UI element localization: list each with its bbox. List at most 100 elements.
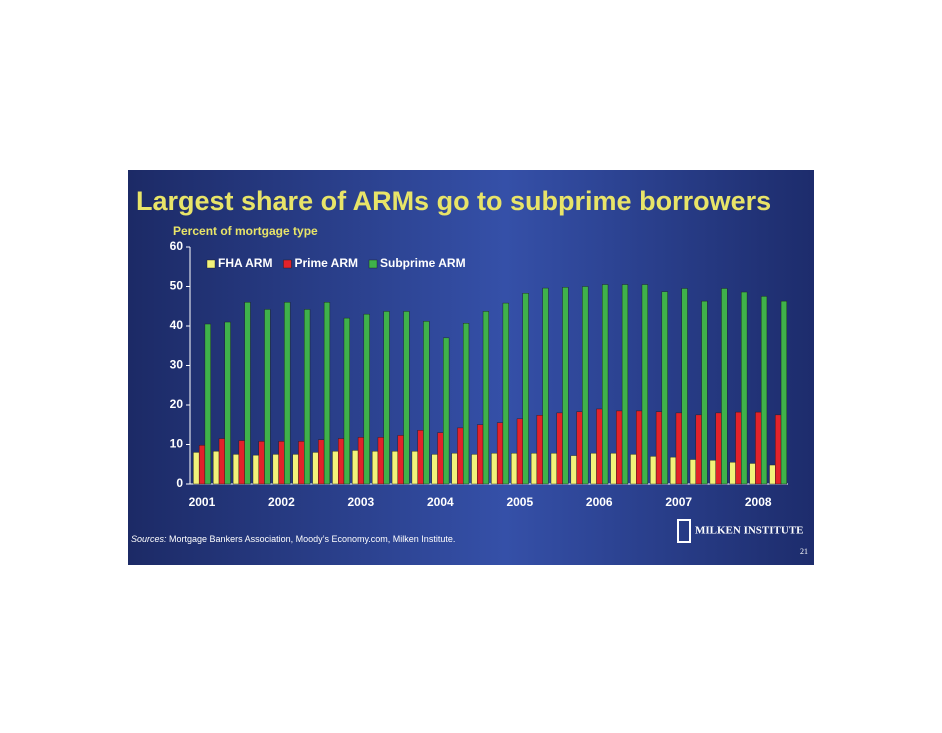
x-tick-label: 2007 xyxy=(665,495,692,509)
bar xyxy=(232,454,240,485)
bar xyxy=(522,293,529,485)
bar xyxy=(423,321,430,485)
y-tick-label: 50 xyxy=(170,279,184,293)
bar xyxy=(701,300,708,485)
bar xyxy=(582,286,589,485)
bar xyxy=(352,450,359,485)
bar xyxy=(252,454,259,485)
source-note: Sources: Mortgage Bankers Association, M… xyxy=(131,534,455,544)
bar xyxy=(602,284,609,485)
x-tick-label: 2006 xyxy=(586,495,613,509)
bar xyxy=(471,454,478,485)
bar xyxy=(304,309,311,485)
bar xyxy=(621,284,629,485)
bar xyxy=(695,414,702,485)
y-tick-label: 30 xyxy=(170,358,184,372)
bar xyxy=(675,412,682,485)
bar xyxy=(715,412,722,485)
bar xyxy=(590,452,597,485)
bar xyxy=(491,452,498,485)
bar xyxy=(562,287,569,485)
bar xyxy=(630,454,637,485)
bar xyxy=(735,411,742,485)
bar xyxy=(204,323,211,485)
bar xyxy=(755,411,762,485)
bar xyxy=(661,291,668,485)
bar xyxy=(258,441,265,485)
bar xyxy=(650,456,657,485)
bar xyxy=(516,418,523,485)
bar xyxy=(556,412,563,485)
bar xyxy=(213,451,220,485)
x-tick-label: 2001 xyxy=(189,495,216,509)
bar xyxy=(312,452,319,485)
source-text: Mortgage Bankers Association, Moody’s Ec… xyxy=(167,534,456,544)
bar xyxy=(775,414,782,485)
bar xyxy=(641,284,648,485)
bar xyxy=(198,445,206,485)
bar xyxy=(636,410,643,485)
y-axis-label: Percent of mortgage type xyxy=(173,224,318,238)
bar xyxy=(542,287,549,485)
bar xyxy=(338,438,345,485)
bar xyxy=(292,454,299,485)
bar xyxy=(780,300,788,485)
bar xyxy=(332,451,339,485)
bar xyxy=(689,459,697,485)
y-tick-label: 10 xyxy=(170,437,184,451)
bar xyxy=(238,440,245,485)
legend-label: FHA ARM xyxy=(218,256,272,270)
source-label: Sources: xyxy=(131,534,167,544)
bar xyxy=(431,454,438,485)
bar xyxy=(769,464,776,485)
legend-swatch xyxy=(368,259,378,269)
bar xyxy=(536,415,543,485)
bar xyxy=(482,311,490,485)
bar xyxy=(193,452,200,485)
bar xyxy=(391,451,399,485)
plot: 0 10 20 30 40 50 60 2001 2002 2003 2004 2005 2006 200… xyxy=(170,239,788,509)
bar xyxy=(318,439,325,485)
bar xyxy=(729,462,736,485)
bar xyxy=(397,435,404,485)
bar xyxy=(576,411,583,485)
bar xyxy=(511,452,518,485)
bar xyxy=(284,302,291,485)
chart-title: Largest share of ARMs go to subprime bor… xyxy=(136,186,771,216)
x-tick-label: 2002 xyxy=(268,495,295,509)
logo-text: MILKEN INSTITUTE xyxy=(695,525,804,537)
bar xyxy=(681,288,688,485)
bar xyxy=(224,321,231,485)
bar xyxy=(462,323,470,485)
bar xyxy=(760,296,768,485)
bar xyxy=(363,313,370,485)
legend-swatch xyxy=(206,259,216,269)
bar xyxy=(403,311,410,485)
logo-icon xyxy=(677,519,691,543)
bar xyxy=(264,309,271,485)
bar xyxy=(550,452,557,485)
bar xyxy=(298,441,305,485)
bar xyxy=(357,437,365,485)
legend-swatch xyxy=(283,259,292,269)
y-tick-label: 60 xyxy=(170,239,184,253)
bar xyxy=(502,302,509,485)
bar xyxy=(610,452,617,485)
y-tick-label: 40 xyxy=(170,318,184,332)
bar xyxy=(721,288,728,485)
bar xyxy=(655,411,663,485)
slide-background xyxy=(128,170,814,565)
bar xyxy=(371,451,379,485)
x-tick-label: 2004 xyxy=(427,495,454,509)
bar xyxy=(596,408,603,485)
bar xyxy=(411,451,418,485)
bar xyxy=(457,427,464,485)
x-tick-label: 2005 xyxy=(506,495,533,509)
bar xyxy=(383,311,390,485)
logo: MILKEN INSTITUTE xyxy=(677,519,804,543)
bar xyxy=(272,454,279,485)
legend-label: Subprime ARM xyxy=(380,256,466,270)
bar xyxy=(417,430,424,485)
bar xyxy=(244,302,251,485)
